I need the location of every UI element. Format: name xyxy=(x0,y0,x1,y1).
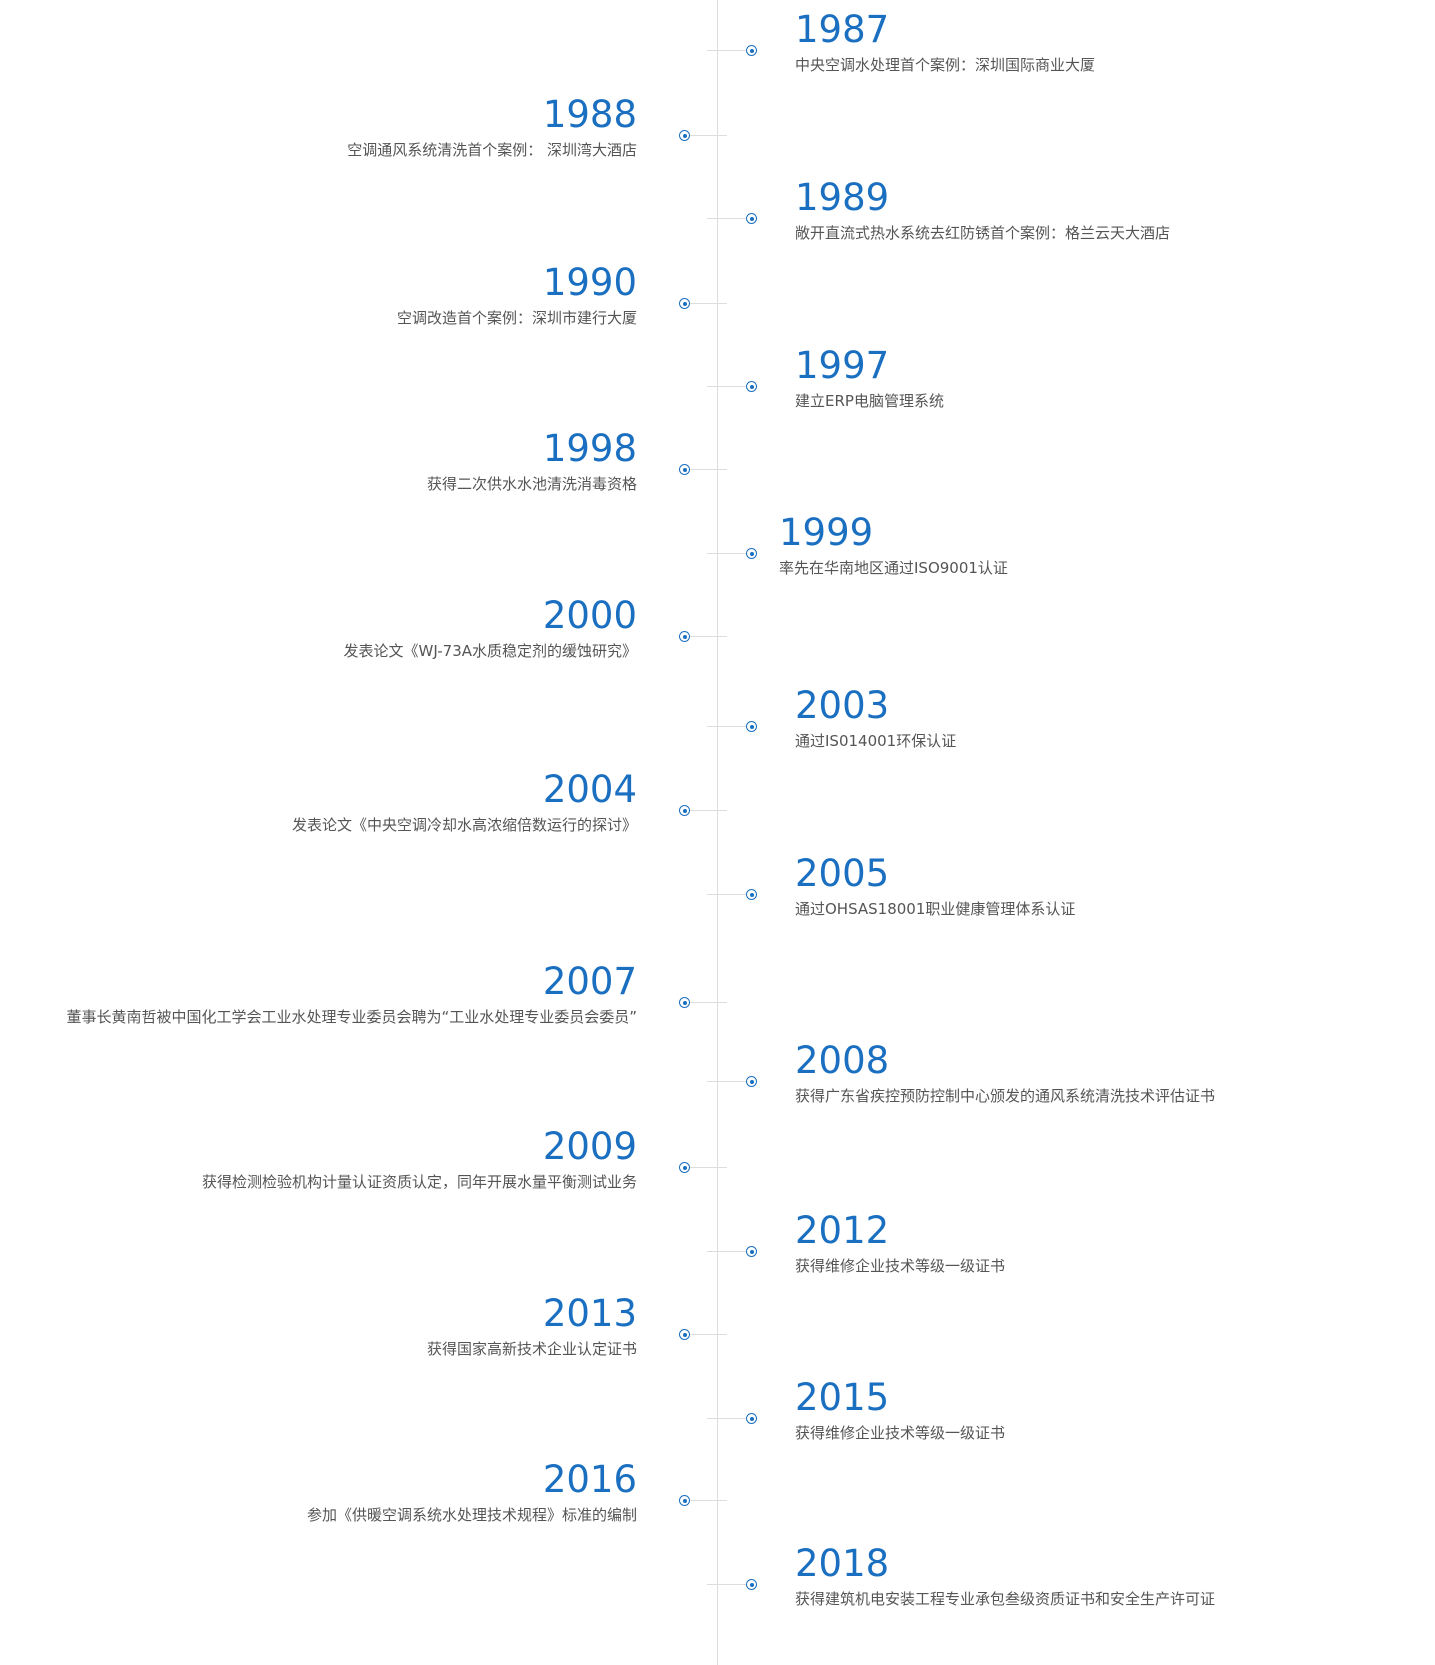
connector xyxy=(707,894,753,895)
connector xyxy=(681,636,727,637)
timeline-axis xyxy=(717,0,718,1665)
year: 1989 xyxy=(795,176,890,219)
year: 2005 xyxy=(795,852,890,895)
connector xyxy=(681,1002,727,1003)
year: 1987 xyxy=(795,8,890,51)
connector xyxy=(681,1500,727,1501)
timeline-item: 2008 获得广东省疾控预防控制中心颁发的通风系统清洗技术评估证书 xyxy=(795,1039,1435,1107)
connector xyxy=(707,1584,753,1585)
year: 1990 xyxy=(542,261,637,304)
description: 获得维修企业技术等级一级证书 xyxy=(795,1424,1006,1442)
connector xyxy=(707,50,753,51)
timeline-item: 1999 率先在华南地区通过ISO9001认证 xyxy=(779,511,1419,579)
description: 获得广东省疾控预防控制中心颁发的通风系统清洗技术评估证书 xyxy=(795,1087,1216,1105)
timeline-item: 2007 董事长黄南哲被中国化工学会工业水处理专业委员会聘为“工业水处理专业委员会… xyxy=(0,960,637,1028)
timeline-item: 2004 发表论文《中央空调冷却水高浓缩倍数运行的探讨》 xyxy=(0,768,637,836)
timeline-dot xyxy=(679,1495,690,1506)
timeline-dot xyxy=(746,1246,757,1257)
connector xyxy=(707,386,753,387)
timeline-item: 2015 获得维修企业技术等级一级证书 xyxy=(795,1376,1435,1444)
year: 2015 xyxy=(795,1376,890,1419)
connector xyxy=(681,1334,727,1335)
description: 发表论文《中央空调冷却水高浓缩倍数运行的探讨》 xyxy=(291,816,637,834)
description: 通过IS014001环保认证 xyxy=(795,732,957,750)
description: 董事长黄南哲被中国化工学会工业水处理专业委员会聘为“工业水处理专业委员会委员” xyxy=(66,1008,637,1026)
timeline-item: 2000 发表论文《WJ-73A水质稳定剂的缓蚀研究》 xyxy=(0,594,637,662)
timeline-dot xyxy=(679,631,690,642)
timeline-item: 2003 通过IS014001环保认证 xyxy=(795,684,1435,752)
year: 2008 xyxy=(795,1039,890,1082)
connector xyxy=(707,1251,753,1252)
year: 2009 xyxy=(542,1125,637,1168)
connector xyxy=(681,303,727,304)
timeline-item: 1998 获得二次供水水池清洗消毒资格 xyxy=(0,427,637,495)
timeline-item: 2009 获得检测检验机构计量认证资质认定，同年开展水量平衡测试业务 xyxy=(0,1125,637,1193)
connector xyxy=(707,1081,753,1082)
description: 获得维修企业技术等级一级证书 xyxy=(795,1257,1006,1275)
timeline-item: 2013 获得国家高新技术企业认定证书 xyxy=(0,1292,637,1360)
description: 建立ERP电脑管理系统 xyxy=(795,392,944,410)
year: 1988 xyxy=(542,93,637,136)
timeline-dot xyxy=(746,1076,757,1087)
year: 2013 xyxy=(542,1292,637,1335)
description: 空调通风系统清洗首个案例： 深圳湾大酒店 xyxy=(347,141,637,159)
connector xyxy=(681,135,727,136)
timeline-dot xyxy=(746,1579,757,1590)
timeline-dot xyxy=(746,548,757,559)
description: 参加《供暖空调系统水处理技术规程》标准的编制 xyxy=(306,1506,637,1524)
connector xyxy=(707,726,753,727)
description: 发表论文《WJ-73A水质稳定剂的缓蚀研究》 xyxy=(343,642,637,660)
timeline-dot xyxy=(679,805,690,816)
year: 1997 xyxy=(795,344,890,387)
description: 通过OHSAS18001职业健康管理体系认证 xyxy=(795,900,1076,918)
year: 1999 xyxy=(779,511,874,554)
year: 2012 xyxy=(795,1209,890,1252)
timeline-dot xyxy=(746,381,757,392)
year: 2018 xyxy=(795,1542,890,1585)
timeline-item: 2012 获得维修企业技术等级一级证书 xyxy=(795,1209,1435,1277)
timeline-item: 1987 中央空调水处理首个案例：深圳国际商业大厦 xyxy=(795,8,1435,76)
year: 2000 xyxy=(542,594,637,637)
description: 中央空调水处理首个案例：深圳国际商业大厦 xyxy=(795,56,1096,74)
timeline-dot xyxy=(679,464,690,475)
timeline-dot xyxy=(746,1413,757,1424)
timeline-dot xyxy=(679,997,690,1008)
timeline-dot xyxy=(679,1329,690,1340)
description: 获得检测检验机构计量认证资质认定，同年开展水量平衡测试业务 xyxy=(201,1173,637,1191)
description: 空调改造首个案例：深圳市建行大厦 xyxy=(396,309,637,327)
connector xyxy=(681,1167,727,1168)
timeline-item: 2016 参加《供暖空调系统水处理技术规程》标准的编制 xyxy=(0,1458,637,1526)
timeline-item: 1989 敞开直流式热水系统去红防锈首个案例：格兰云天大酒店 xyxy=(795,176,1435,244)
timeline-dot xyxy=(746,45,757,56)
timeline-dot xyxy=(746,721,757,732)
timeline-dot xyxy=(679,1162,690,1173)
timeline-item: 2005 通过OHSAS18001职业健康管理体系认证 xyxy=(795,852,1435,920)
connector xyxy=(681,469,727,470)
description: 获得国家高新技术企业认定证书 xyxy=(426,1340,637,1358)
timeline-dot xyxy=(746,889,757,900)
timeline-item: 1997 建立ERP电脑管理系统 xyxy=(795,344,1435,412)
year: 2004 xyxy=(542,768,637,811)
timeline-item: 1988 空调通风系统清洗首个案例： 深圳湾大酒店 xyxy=(0,93,637,161)
description: 敞开直流式热水系统去红防锈首个案例：格兰云天大酒店 xyxy=(795,224,1171,242)
timeline-item: 1990 空调改造首个案例：深圳市建行大厦 xyxy=(0,261,637,329)
connector xyxy=(707,218,753,219)
connector xyxy=(707,1418,753,1419)
year: 2007 xyxy=(542,960,637,1003)
description: 率先在华南地区通过ISO9001认证 xyxy=(779,559,1008,577)
connector xyxy=(681,810,727,811)
timeline-dot xyxy=(746,213,757,224)
timeline-dot xyxy=(679,298,690,309)
connector xyxy=(707,553,753,554)
year: 2016 xyxy=(542,1458,637,1501)
timeline-item: 2018 获得建筑机电安装工程专业承包叁级资质证书和安全生产许可证 xyxy=(795,1542,1435,1610)
year: 2003 xyxy=(795,684,890,727)
description: 获得建筑机电安装工程专业承包叁级资质证书和安全生产许可证 xyxy=(795,1590,1216,1608)
description: 获得二次供水水池清洗消毒资格 xyxy=(426,475,637,493)
timeline-dot xyxy=(679,130,690,141)
year: 1998 xyxy=(542,427,637,470)
